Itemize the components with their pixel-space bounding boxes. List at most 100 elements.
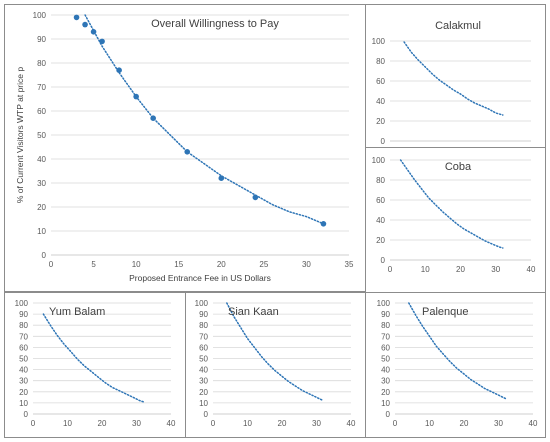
chart-siankaan-ytick-label: 0 [204, 410, 209, 419]
chart-overall-data-point [116, 67, 122, 73]
chart-overall-data-point [150, 115, 156, 121]
chart-palenque: 0 10 20 30 40 50 60 70 80 90 100 0 10 20 30 40 Palenque [377, 299, 538, 428]
chart-overall-data-point [99, 38, 105, 45]
chart-yumbalam-xtick-label: 20 [98, 419, 107, 428]
chart-calakmul-ytick-label: 40 [376, 97, 385, 106]
chart-coba-title: Coba [445, 161, 472, 173]
chart-calakmul: 020406080100010203040Calakmul [372, 20, 536, 155]
chart-overall-title: Overall Willingness to Pay [151, 18, 279, 30]
chart-yumbalam-ytick-label: 100 [15, 299, 29, 308]
panel-palenque: 0 10 20 30 40 50 60 70 80 90 100 0 10 20 30 40 Palenque [365, 292, 546, 438]
chart-overall-trendline [84, 14, 325, 225]
chart-palenque-ytick-label: 0 [386, 410, 391, 419]
chart-yumbalam-ytick-label: 10 [19, 399, 28, 408]
chart-coba-trendline [399, 159, 504, 249]
chart-yumbalam-ytick-label: 40 [19, 366, 28, 375]
chart-yumbalam-title: Yum Balam [49, 306, 105, 318]
chart-coba-xtick-label: 30 [491, 265, 500, 274]
chart-yumbalam-xtick-label: 10 [63, 419, 72, 428]
chart-yumbalam: 0 10 20 30 40 50 60 70 80 90 100 0 10 20 30 40 Yum Balam [15, 299, 176, 428]
chart-siankaan-title: Sian Kaan [228, 306, 279, 318]
chart-siankaan-ytick-label: 40 [199, 366, 208, 375]
chart-palenque-ytick-label: 20 [381, 388, 390, 397]
chart-coba-ytick-label: 60 [376, 196, 385, 205]
chart-overall-xtick-label: 15 [174, 260, 183, 269]
chart-palenque-ytick-label: 100 [377, 299, 391, 308]
chart-yumbalam-xtick-label: 30 [132, 419, 141, 428]
panel-overall: 0 10 20 30 40 50 60 70 80 90 100 0 5 10 15 20 25 30 35 Over… [4, 4, 366, 292]
chart-palenque-xtick-label: 40 [529, 419, 538, 428]
chart-overall-data-point [133, 93, 139, 100]
chart-coba-ytick-label: 40 [376, 216, 385, 225]
chart-siankaan-ytick-label: 70 [199, 332, 208, 341]
chart-overall-data-point [82, 21, 88, 28]
chart-siankaan-ytick-label: 60 [199, 343, 208, 352]
chart-yumbalam-ytick-label: 20 [19, 388, 28, 397]
chart-siankaan-ytick-label: 90 [199, 310, 208, 319]
chart-calakmul-ytick-label: 100 [372, 37, 386, 46]
chart-coba-xtick-label: 40 [527, 265, 536, 274]
chart-palenque-trendline [408, 302, 507, 400]
chart-siankaan-ytick-label: 30 [199, 377, 208, 386]
chart-overall-data-point [218, 175, 225, 181]
chart-palenque-ytick-label: 10 [381, 399, 390, 408]
chart-overall-ytick-label: 70 [37, 83, 46, 92]
panel-siankaan: 0 10 20 30 40 50 60 70 80 90 100 0 10 20 30 40 Sian Kaan [185, 292, 366, 438]
chart-siankaan: 0 10 20 30 40 50 60 70 80 90 100 0 10 20 30 40 Sian Kaan [195, 299, 356, 428]
chart-overall-data-point [320, 221, 327, 227]
chart-siankaan-xtick-label: 0 [211, 419, 216, 428]
chart-overall-xtick-label: 30 [302, 260, 311, 269]
chart-palenque-ytick-label: 80 [381, 321, 390, 330]
chart-yumbalam-ytick-label: 80 [19, 321, 28, 330]
chart-overall-xtick-label: 0 [49, 260, 54, 269]
chart-overall-xtick-label: 10 [132, 260, 141, 269]
chart-palenque-xtick-label: 20 [460, 419, 469, 428]
chart-palenque-ytick-label: 90 [381, 310, 390, 319]
chart-overall-x-axis-label: Proposed Entrance Fee in US Dollars [129, 273, 271, 283]
chart-palenque-ytick-label: 30 [381, 377, 390, 386]
chart-siankaan-ytick-label: 10 [199, 399, 208, 408]
panel-yumbalam: 0 10 20 30 40 50 60 70 80 90 100 0 10 20 30 40 Yum Balam [4, 292, 186, 438]
chart-calakmul-ytick-label: 20 [376, 117, 385, 126]
chart-coba-ytick-label: 80 [376, 176, 385, 185]
chart-palenque-ytick-label: 60 [381, 343, 390, 352]
chart-siankaan-xtick-label: 40 [347, 419, 356, 428]
chart-overall-data-point [90, 29, 97, 35]
chart-overall-data-point [184, 149, 191, 155]
panel-calakmul: 020406080100010203040Calakmul [365, 4, 546, 155]
chart-overall-ytick-label: 40 [37, 155, 46, 164]
chart-overall-ytick-label: 50 [37, 131, 46, 140]
chart-yumbalam-xtick-label: 0 [31, 419, 36, 428]
chart-overall-ytick-label: 90 [37, 35, 46, 44]
chart-overall-xtick-label: 20 [217, 260, 226, 269]
chart-calakmul-ytick-label: 80 [376, 57, 385, 66]
chart-coba-xtick-label: 10 [421, 265, 430, 274]
chart-coba-xtick-label: 20 [456, 265, 465, 274]
chart-coba-xtick-label: 0 [388, 265, 393, 274]
chart-palenque-xtick-label: 10 [425, 419, 434, 428]
chart-palenque-title: Palenque [422, 306, 469, 318]
chart-yumbalam-xtick-label: 40 [167, 419, 176, 428]
chart-palenque-ytick-label: 40 [381, 366, 390, 375]
chart-palenque-ytick-label: 70 [381, 332, 390, 341]
chart-yumbalam-trendline [42, 313, 145, 403]
chart-yumbalam-ytick-label: 50 [19, 355, 28, 364]
chart-calakmul-title: Calakmul [435, 20, 481, 32]
chart-siankaan-xtick-label: 10 [243, 419, 252, 428]
chart-overall-data-point [252, 194, 259, 201]
chart-overall-data-point [73, 14, 80, 21]
chart-palenque-xtick-label: 30 [494, 419, 503, 428]
chart-overall-y-axis-label: % of Current Visitors WTP at price p [15, 67, 25, 203]
chart-overall-ytick-label: 0 [42, 251, 47, 260]
panel-coba: 0 20 40 60 80 100 0 10 20 30 40 Coba [365, 147, 546, 293]
chart-calakmul-ytick-label: 60 [376, 77, 385, 86]
chart-coba-ytick-label: 100 [372, 156, 386, 165]
chart-overall-ytick-label: 80 [37, 59, 46, 68]
chart-yumbalam-ytick-label: 60 [19, 343, 28, 352]
chart-coba-ytick-label: 0 [381, 256, 386, 265]
chart-calakmul-trendline [403, 41, 504, 116]
chart-siankaan-xtick-label: 30 [312, 419, 321, 428]
chart-overall: 0 10 20 30 40 50 60 70 80 90 100 0 5 10 15 20 25 30 35 Over… [15, 11, 354, 283]
chart-siankaan-ytick-label: 100 [195, 299, 209, 308]
chart-palenque-ytick-label: 50 [381, 355, 390, 364]
